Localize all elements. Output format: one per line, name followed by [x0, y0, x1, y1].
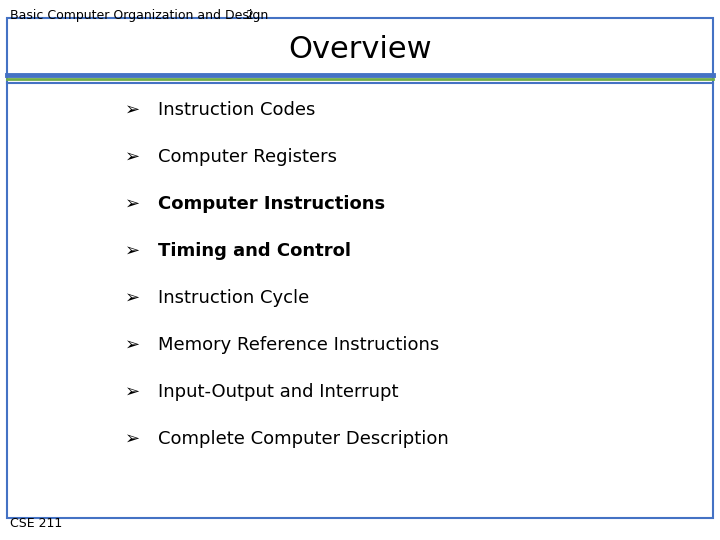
- Text: Instruction Cycle: Instruction Cycle: [158, 289, 310, 307]
- Text: Input-Output and Interrupt: Input-Output and Interrupt: [158, 383, 398, 401]
- Text: Basic Computer Organization and Design: Basic Computer Organization and Design: [10, 9, 269, 22]
- Text: ➢: ➢: [125, 383, 140, 401]
- Text: ➢: ➢: [125, 242, 140, 260]
- Text: 2: 2: [245, 9, 253, 22]
- Text: ➢: ➢: [125, 148, 140, 166]
- Text: Computer Instructions: Computer Instructions: [158, 195, 385, 213]
- Text: CSE 211: CSE 211: [10, 517, 62, 530]
- Text: ➢: ➢: [125, 336, 140, 354]
- Text: Memory Reference Instructions: Memory Reference Instructions: [158, 336, 439, 354]
- FancyBboxPatch shape: [7, 18, 713, 518]
- Text: Complete Computer Description: Complete Computer Description: [158, 430, 449, 448]
- Text: Computer Registers: Computer Registers: [158, 148, 337, 166]
- Text: Overview: Overview: [288, 36, 432, 64]
- Text: Timing and Control: Timing and Control: [158, 242, 351, 260]
- Text: ➢: ➢: [125, 430, 140, 448]
- Text: ➢: ➢: [125, 195, 140, 213]
- Text: ➢: ➢: [125, 101, 140, 119]
- Text: Instruction Codes: Instruction Codes: [158, 101, 315, 119]
- Text: ➢: ➢: [125, 289, 140, 307]
